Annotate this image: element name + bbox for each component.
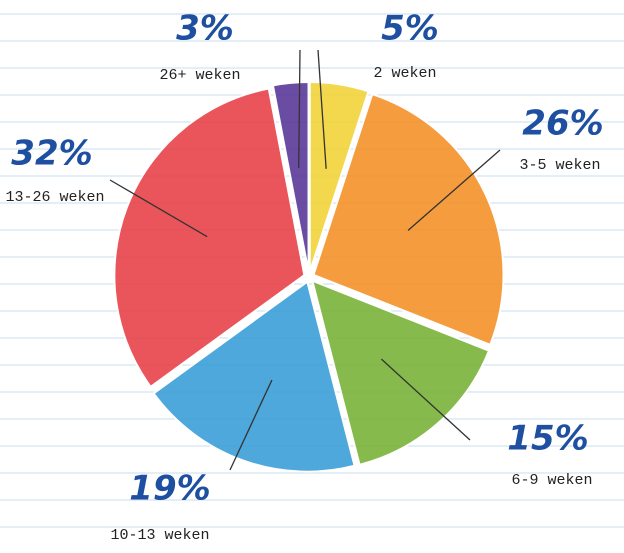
pie-slice bbox=[308, 81, 370, 273]
slice-label: 13-26 weken bbox=[5, 189, 104, 206]
slice-percent: 32% bbox=[11, 134, 92, 174]
slice-percent: 15% bbox=[507, 419, 588, 459]
pie-slice bbox=[312, 92, 505, 347]
slice-label: 2 weken bbox=[373, 65, 436, 82]
slice-label: 3-5 weken bbox=[519, 157, 600, 174]
slice-label: 10-13 weken bbox=[110, 527, 209, 544]
leader-line bbox=[298, 49, 301, 168]
leader-line bbox=[109, 179, 208, 238]
leader-line bbox=[380, 358, 471, 441]
slice-percent: 26% bbox=[522, 104, 603, 144]
slice-percent: 3% bbox=[176, 9, 234, 49]
slice-percent: 5% bbox=[381, 9, 439, 49]
leader-line bbox=[407, 149, 501, 231]
pie-slice bbox=[152, 280, 356, 473]
leader-line bbox=[317, 49, 327, 169]
pie-slice bbox=[310, 279, 491, 466]
leader-line bbox=[229, 379, 273, 471]
pie-slice bbox=[113, 87, 306, 389]
slice-label: 26+ weken bbox=[159, 67, 240, 84]
slice-percent: 19% bbox=[129, 469, 210, 509]
slice-label: 6-9 weken bbox=[511, 472, 592, 489]
